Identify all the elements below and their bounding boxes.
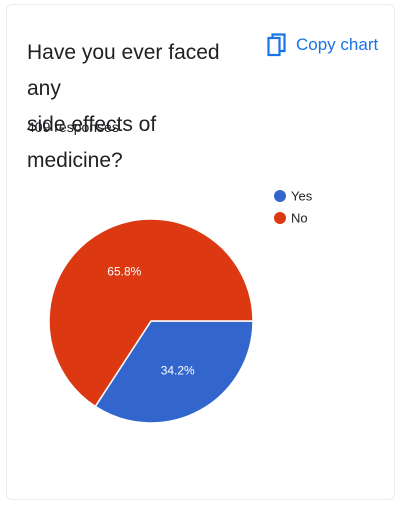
copy-chart-label: Copy chart — [296, 35, 379, 54]
slice-label-yes: 34.2% — [161, 363, 195, 377]
copy-icon — [267, 33, 286, 57]
legend-marker-no — [274, 212, 286, 224]
question-title-line2: side effects of medicine? — [27, 113, 157, 172]
question-title: Have you ever faced any side effects of … — [27, 35, 252, 179]
legend-marker-yes — [274, 190, 286, 202]
legend-label-no[interactable]: No — [291, 211, 308, 226]
response-count: 409 responses — [27, 119, 119, 135]
question-title-line1: Have you ever faced any — [27, 41, 220, 100]
legend-label-yes[interactable]: Yes — [291, 189, 313, 204]
slice-label-no: 65.8% — [107, 265, 141, 279]
chart-card: Have you ever faced any side effects of … — [6, 4, 395, 500]
pie-slice-no — [48, 218, 254, 408]
copy-chart-button[interactable]: Copy chart — [267, 33, 378, 57]
